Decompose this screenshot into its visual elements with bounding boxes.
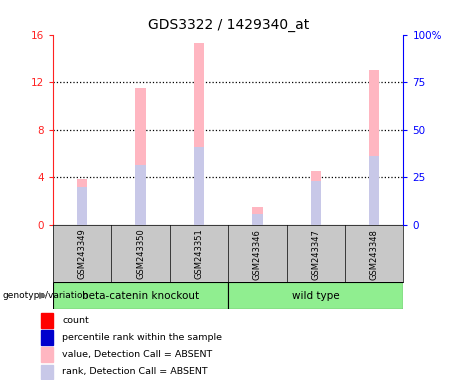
Bar xyxy=(311,171,321,225)
Title: GDS3322 / 1429340_at: GDS3322 / 1429340_at xyxy=(148,18,309,32)
Bar xyxy=(194,147,204,225)
Bar xyxy=(252,207,263,225)
Text: GSM243351: GSM243351 xyxy=(195,229,203,280)
Bar xyxy=(77,187,88,225)
Text: GSM243347: GSM243347 xyxy=(311,229,320,280)
Bar xyxy=(194,43,204,225)
Bar xyxy=(369,156,379,225)
Text: genotype/variation: genotype/variation xyxy=(2,291,89,300)
Bar xyxy=(136,165,146,225)
Bar xyxy=(136,88,146,225)
FancyBboxPatch shape xyxy=(53,282,228,309)
Bar xyxy=(41,364,53,379)
Bar xyxy=(77,179,88,225)
Bar xyxy=(41,313,53,328)
Bar xyxy=(311,181,321,225)
Text: GSM243350: GSM243350 xyxy=(136,229,145,280)
Text: beta-catenin knockout: beta-catenin knockout xyxy=(82,291,199,301)
Text: wild type: wild type xyxy=(292,291,340,301)
Bar xyxy=(252,214,263,225)
Text: GSM243348: GSM243348 xyxy=(370,229,378,280)
Bar xyxy=(41,330,53,345)
FancyBboxPatch shape xyxy=(228,282,403,309)
Text: rank, Detection Call = ABSENT: rank, Detection Call = ABSENT xyxy=(62,367,208,376)
Text: percentile rank within the sample: percentile rank within the sample xyxy=(62,333,222,342)
Bar xyxy=(369,70,379,225)
Text: value, Detection Call = ABSENT: value, Detection Call = ABSENT xyxy=(62,350,213,359)
Text: count: count xyxy=(62,316,89,325)
Text: GSM243346: GSM243346 xyxy=(253,229,262,280)
Text: GSM243349: GSM243349 xyxy=(78,229,87,280)
Bar xyxy=(41,348,53,362)
